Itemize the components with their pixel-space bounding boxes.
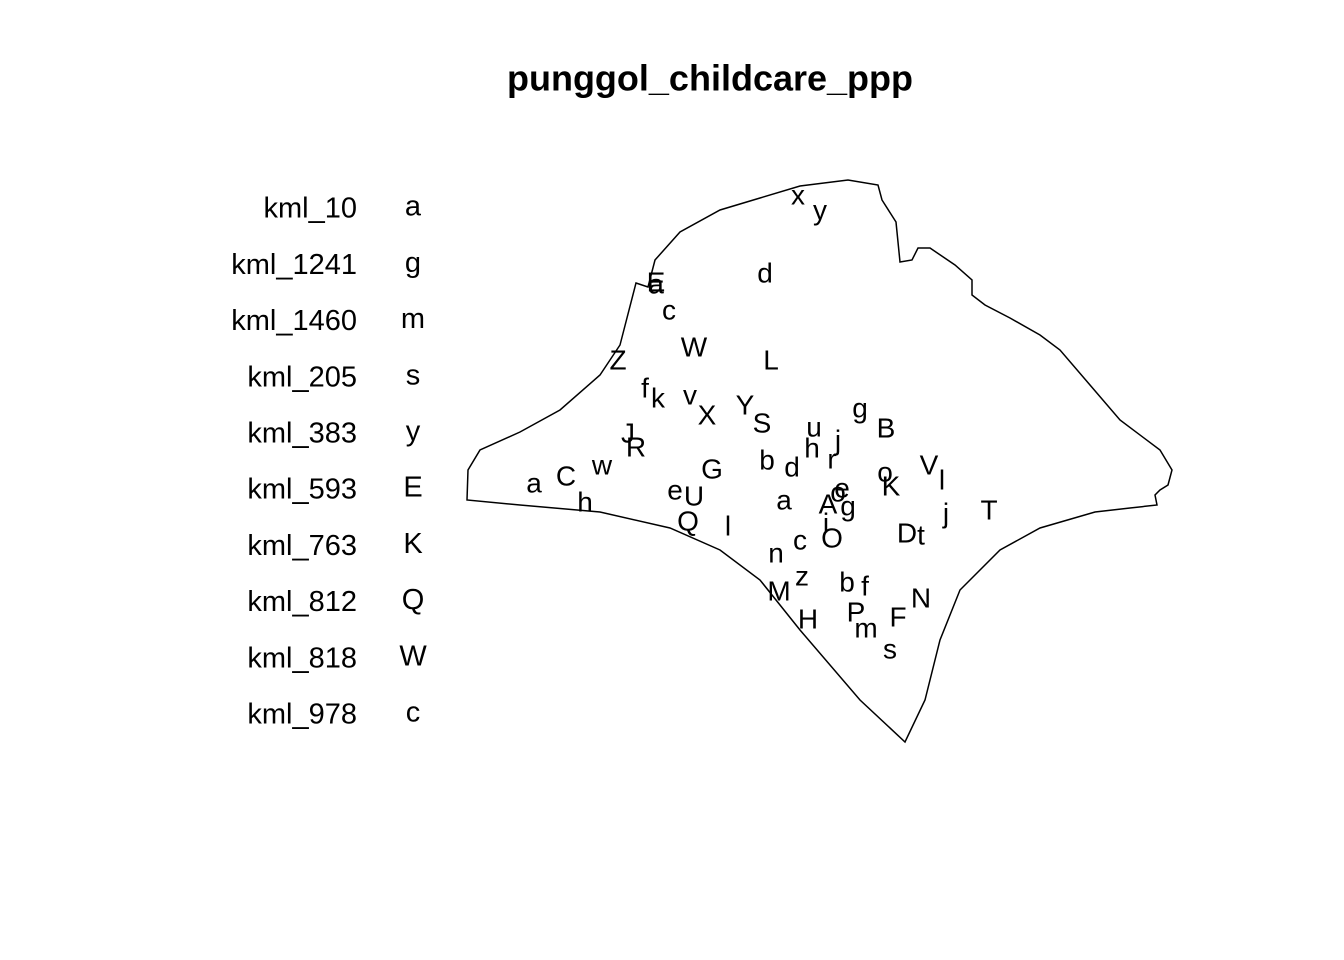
point: l bbox=[939, 464, 945, 495]
point: j bbox=[942, 497, 949, 528]
legend-name: kml_10 bbox=[264, 193, 358, 225]
point: J bbox=[621, 417, 635, 448]
point: j bbox=[834, 424, 841, 455]
point: M bbox=[767, 575, 790, 606]
point: Q bbox=[677, 505, 699, 536]
legend-symbol: a bbox=[405, 191, 422, 223]
legend-symbol: s bbox=[406, 359, 421, 391]
point: N bbox=[911, 582, 931, 613]
point: s bbox=[883, 633, 897, 664]
legend-name: kml_978 bbox=[247, 698, 357, 730]
point: H bbox=[798, 603, 818, 634]
point: g bbox=[852, 392, 868, 423]
legend-symbol: y bbox=[406, 415, 421, 447]
point: d bbox=[757, 257, 773, 288]
point: Z bbox=[609, 344, 626, 375]
point: r bbox=[827, 443, 836, 474]
point: a bbox=[526, 467, 542, 498]
legend-name: kml_205 bbox=[247, 361, 357, 393]
legend-symbol: c bbox=[406, 696, 421, 728]
legend-symbol: E bbox=[403, 472, 422, 504]
point: g bbox=[840, 490, 856, 521]
legend-name: kml_812 bbox=[247, 586, 357, 618]
point: G bbox=[701, 453, 723, 484]
point: E bbox=[647, 266, 666, 297]
point: u bbox=[806, 411, 822, 442]
point: z bbox=[795, 560, 809, 591]
point: a bbox=[648, 268, 664, 299]
point: f bbox=[861, 570, 869, 601]
point: l bbox=[725, 510, 731, 541]
point: m bbox=[854, 612, 877, 643]
point: U bbox=[684, 480, 704, 511]
point: A bbox=[819, 488, 838, 519]
point: c bbox=[662, 294, 676, 325]
legend-name: kml_818 bbox=[247, 642, 357, 674]
legend-symbol: W bbox=[399, 640, 427, 672]
legend-name: kml_593 bbox=[247, 474, 357, 506]
legend-symbol: g bbox=[405, 247, 421, 279]
point: v bbox=[683, 379, 697, 410]
point: e bbox=[667, 474, 683, 505]
legend-name: kml_1460 bbox=[231, 305, 357, 337]
legend-name: kml_383 bbox=[247, 417, 357, 449]
point: f bbox=[641, 372, 649, 403]
point: y bbox=[813, 194, 827, 225]
point: F bbox=[889, 601, 906, 632]
point: D bbox=[897, 517, 917, 548]
legend-symbol: m bbox=[401, 303, 425, 335]
legend-name: kml_1241 bbox=[231, 249, 357, 281]
point: L bbox=[763, 344, 779, 375]
legend-name: kml_763 bbox=[247, 530, 357, 562]
point: w bbox=[591, 449, 613, 480]
point: k bbox=[651, 382, 666, 413]
point: o bbox=[830, 476, 846, 507]
point: B bbox=[877, 412, 896, 443]
chart-title: punggol_childcare_ppp bbox=[507, 58, 913, 99]
point: t bbox=[917, 519, 925, 550]
point: T bbox=[980, 494, 997, 525]
point: W bbox=[681, 331, 708, 362]
point: K bbox=[882, 470, 901, 501]
point: O bbox=[821, 522, 843, 553]
point: C bbox=[556, 460, 576, 491]
point: x bbox=[791, 179, 805, 210]
point: b bbox=[839, 566, 855, 597]
legend-symbol: K bbox=[403, 528, 423, 560]
point: e bbox=[834, 472, 850, 503]
point: h bbox=[577, 486, 593, 517]
point: b bbox=[759, 444, 775, 475]
window-boundary bbox=[466, 179, 1173, 744]
point: Y bbox=[736, 389, 755, 420]
point: X bbox=[698, 399, 717, 430]
point: P bbox=[847, 596, 866, 627]
point: S bbox=[753, 407, 772, 438]
point: d bbox=[784, 451, 800, 482]
point: h bbox=[804, 432, 820, 463]
point: R bbox=[626, 431, 646, 462]
point: n bbox=[768, 537, 784, 568]
point: c bbox=[793, 524, 807, 555]
point: V bbox=[920, 449, 939, 480]
legend-symbol: Q bbox=[402, 584, 425, 616]
point: o bbox=[877, 456, 893, 487]
point: i bbox=[823, 507, 829, 538]
point: a bbox=[776, 484, 792, 515]
